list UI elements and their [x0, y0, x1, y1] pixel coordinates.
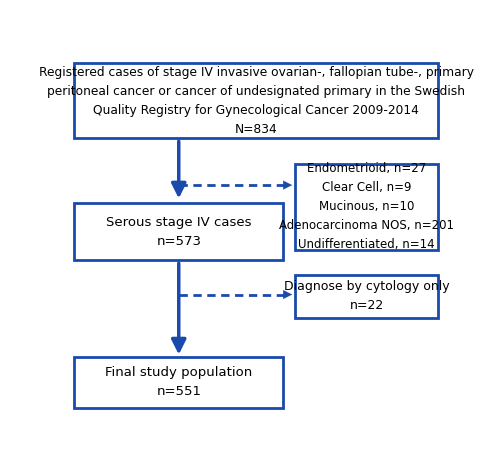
FancyBboxPatch shape — [74, 357, 284, 408]
FancyBboxPatch shape — [74, 63, 438, 138]
Text: Serous stage IV cases
n=573: Serous stage IV cases n=573 — [106, 216, 252, 248]
Text: Final study population
n=551: Final study population n=551 — [105, 366, 253, 398]
FancyBboxPatch shape — [295, 275, 438, 318]
Text: Diagnose by cytology only
n=22: Diagnose by cytology only n=22 — [284, 281, 450, 312]
Text: Endometrioid, n=27
Clear Cell, n=9
Mucinous, n=10
Adenocarcinoma NOS, n=201
Undi: Endometrioid, n=27 Clear Cell, n=9 Mucin… — [279, 162, 454, 251]
FancyBboxPatch shape — [74, 203, 284, 260]
FancyBboxPatch shape — [295, 164, 438, 250]
Text: Registered cases of stage IV invasive ovarian-, fallopian tube-, primary
periton: Registered cases of stage IV invasive ov… — [39, 66, 474, 136]
